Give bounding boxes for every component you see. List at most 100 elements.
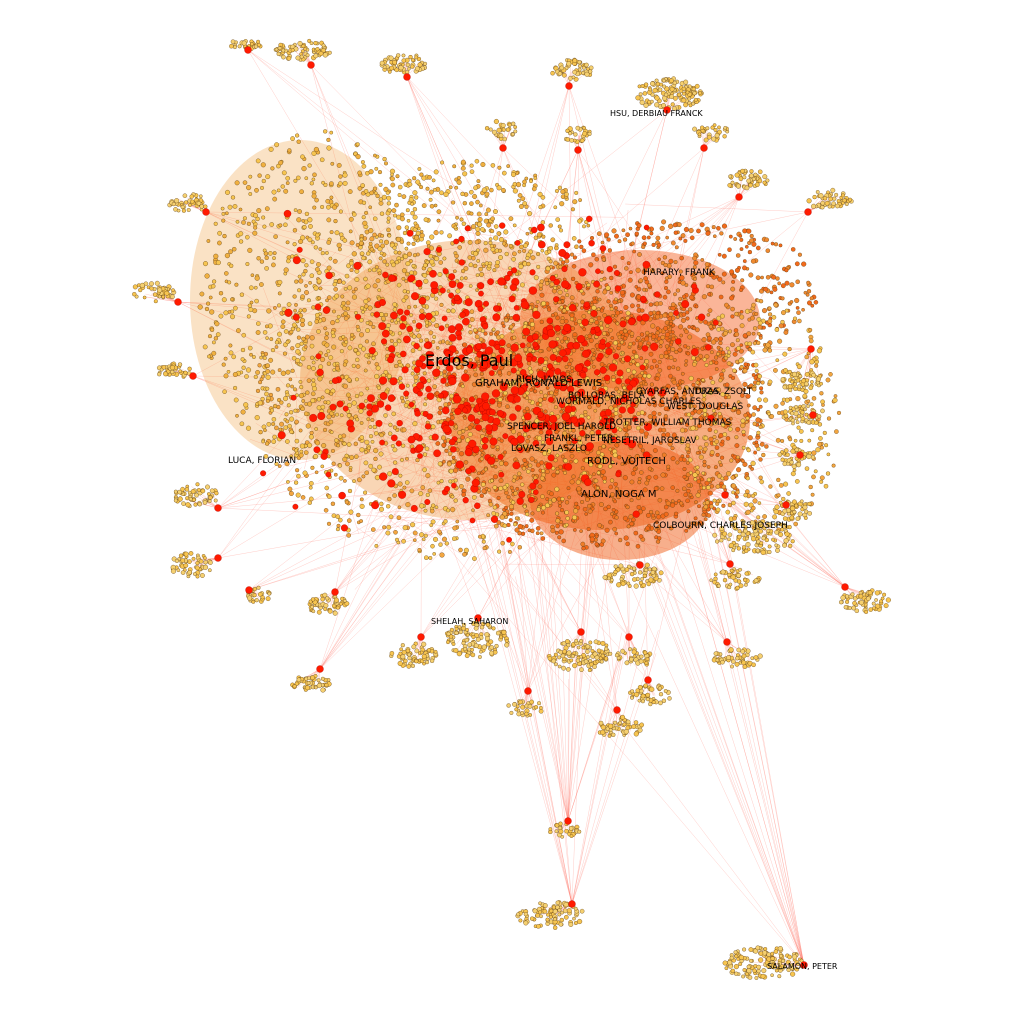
hub-author-node: [705, 344, 712, 351]
hub-author-node: [379, 392, 388, 400]
label-gyarfas: GYARFAS, ANDRAS: [636, 387, 720, 397]
hub-author-node: [549, 354, 557, 361]
hub-author-node: [417, 453, 423, 459]
hub-author-node: [520, 369, 527, 376]
hub-author-node: [512, 461, 521, 470]
hub-author-node: [408, 401, 415, 408]
hub-author-node: [721, 491, 729, 499]
satellite-cluster-nodes: [546, 638, 613, 673]
hub-author-node: [530, 226, 538, 234]
hub-author-node: [615, 471, 621, 478]
label-rodl: RODL, VOJTECH: [587, 456, 666, 467]
hub-author-node: [379, 299, 386, 306]
hub-author-node: [479, 360, 488, 369]
hub-author-node: [532, 440, 540, 447]
satellite-cluster-nodes: [777, 447, 816, 469]
label-alon: ALON, NOGA M: [581, 489, 657, 500]
hub-author-node: [398, 490, 407, 499]
hub-author-node: [358, 402, 366, 410]
hub-author-node: [378, 376, 388, 385]
label-wormald: WORMALD, NICHOLAS CHARLES: [556, 397, 701, 407]
hub-author-node: [452, 395, 462, 404]
hub-author-node: [504, 274, 511, 282]
label-bollobas: BOLLOBAS, BELA: [568, 391, 646, 401]
hub-author-node: [636, 315, 643, 322]
hub-author-node: [545, 462, 553, 470]
hub-author-node: [454, 407, 462, 415]
hub-author-node: [408, 274, 416, 282]
hub-author-node: [561, 266, 568, 272]
hub-author-node: [400, 350, 407, 358]
label-lovasz: LOVASZ, LASZLO: [511, 444, 587, 454]
hub-author-node: [419, 355, 426, 362]
hub-author-node: [382, 271, 389, 279]
hub-author-node: [424, 423, 432, 430]
hub-author-node: [459, 311, 466, 319]
hub-author-node: [574, 146, 582, 154]
satellite-cluster-nodes: [484, 118, 518, 142]
hub-author-node: [562, 355, 569, 363]
hub-author-node: [317, 412, 326, 420]
hub-author-node: [641, 313, 650, 322]
hub-author-node: [800, 961, 808, 969]
hub-author-node: [663, 106, 671, 114]
hub-author-node: [495, 354, 504, 363]
hub-author-node: [397, 308, 404, 315]
label-rich: RICH, JANOS: [516, 375, 572, 385]
hub-author-node: [411, 292, 419, 301]
hub-author-node: [498, 347, 506, 355]
hub-author-node: [492, 313, 501, 322]
hub-author-node: [367, 394, 375, 403]
hub-author-node: [547, 363, 553, 370]
hub-author-node: [640, 295, 647, 303]
hub-author-node: [533, 489, 539, 495]
hub-author-node: [498, 339, 506, 347]
hub-author-node: [639, 364, 646, 371]
hub-author-node: [464, 448, 473, 457]
hub-author-node: [553, 381, 562, 390]
hub-author-node: [561, 412, 571, 421]
hub-author-node: [425, 312, 433, 321]
hub-author-node: [296, 246, 303, 253]
hub-author-node: [448, 273, 456, 281]
hub-author-node: [644, 423, 652, 431]
label-luca: LUCA, FLORIAN: [228, 456, 296, 466]
hub-author-node: [563, 323, 571, 332]
hub-author-node: [413, 342, 420, 350]
satellite-cluster-nodes: [156, 361, 192, 379]
hub-author-node: [588, 239, 595, 247]
hub-author-node: [537, 357, 545, 364]
hub-author-node: [442, 425, 451, 434]
hub-author-node: [548, 396, 554, 403]
hub-author-node: [547, 454, 555, 462]
hub-author-node: [433, 449, 441, 458]
hub-author-node: [585, 442, 594, 451]
hub-author-node: [373, 311, 381, 318]
hub-author-node: [375, 419, 383, 427]
hub-author-node: [466, 346, 474, 354]
satellite-cluster-nodes: [635, 76, 704, 112]
hub-author-node: [513, 305, 520, 311]
hub-author-node: [583, 301, 590, 308]
hub-author-node: [381, 329, 390, 338]
hub-author-node: [260, 470, 267, 477]
hub-author-node: [476, 397, 483, 405]
hub-author-node: [448, 292, 454, 299]
hub-author-node: [456, 282, 464, 289]
hub-author-node: [461, 373, 470, 382]
hub-author-node: [569, 395, 577, 402]
hub-author-node: [415, 444, 424, 452]
hub-author-node: [643, 451, 651, 459]
hub-author-node: [571, 437, 578, 444]
hub-author-node: [532, 341, 539, 348]
hub-author-node: [489, 398, 496, 405]
hub-author-node: [603, 374, 611, 382]
hub-author-node: [477, 282, 485, 290]
satellite-cluster-nodes: [273, 38, 332, 62]
hub-author-node: [584, 478, 592, 487]
hub-author-node: [485, 424, 493, 432]
hub-author-node: [329, 403, 337, 411]
hub-author-node: [712, 319, 719, 326]
hub-author-node: [388, 345, 396, 353]
label-colbourn: COLBOURN, CHARLES JOSEPH: [653, 521, 788, 531]
